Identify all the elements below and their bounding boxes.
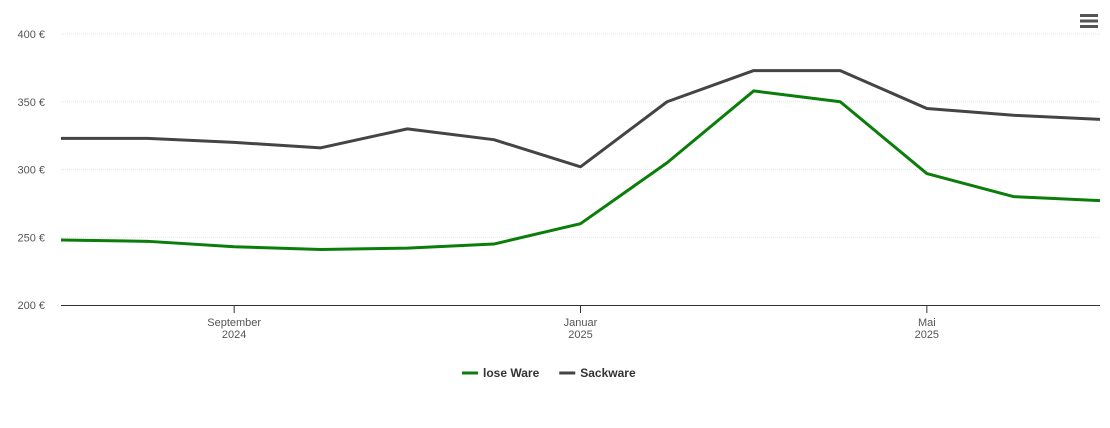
x-tick-label: September 2024 [207, 317, 261, 341]
legend-item[interactable]: lose Ware [462, 366, 540, 380]
legend-label: lose Ware [483, 366, 540, 380]
y-tick-label: 400 € [17, 29, 45, 41]
legend: lose Ware Sackware [462, 366, 636, 380]
legend-item[interactable]: Sackware [559, 366, 636, 380]
menu-bar [1080, 25, 1098, 28]
y-tick-label: 200 € [17, 300, 45, 312]
menu-icon[interactable] [1080, 14, 1098, 28]
x-tick-label: Mai 2025 [915, 317, 939, 341]
x-tick-label: Januar 2025 [564, 317, 598, 341]
y-tick-label: 300 € [17, 165, 45, 177]
menu-bar [1080, 19, 1098, 23]
legend-label: Sackware [580, 366, 636, 380]
series-line [61, 69, 1101, 169]
y-tick-label: 350 € [17, 97, 45, 109]
y-tick-label: 250 € [17, 232, 45, 244]
menu-bar [1080, 14, 1098, 17]
series-line [60, 89, 1101, 251]
